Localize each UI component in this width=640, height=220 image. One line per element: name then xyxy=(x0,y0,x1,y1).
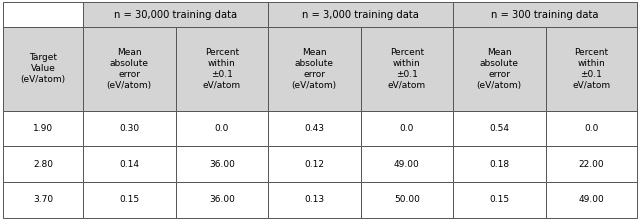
Text: 0.0: 0.0 xyxy=(214,124,229,133)
Bar xyxy=(268,146,360,182)
Bar xyxy=(268,27,360,110)
Text: 0.15: 0.15 xyxy=(119,195,140,204)
Text: Mean
absolute
error
(eV/atom): Mean absolute error (eV/atom) xyxy=(107,48,152,90)
Bar xyxy=(545,110,637,146)
Text: n = 3,000 training data: n = 3,000 training data xyxy=(302,10,419,20)
Bar xyxy=(545,182,637,218)
Bar xyxy=(453,182,545,218)
Bar xyxy=(453,2,637,27)
Text: 22.00: 22.00 xyxy=(579,160,604,169)
Bar xyxy=(175,182,268,218)
Bar xyxy=(83,110,175,146)
Bar xyxy=(3,182,83,218)
Text: Percent
within
±0.1
eV/atom: Percent within ±0.1 eV/atom xyxy=(572,48,611,90)
Bar xyxy=(83,27,175,110)
Text: 1.90: 1.90 xyxy=(33,124,53,133)
Text: 0.14: 0.14 xyxy=(119,160,140,169)
Text: 0.43: 0.43 xyxy=(304,124,324,133)
Text: Target
Value
(eV/atom): Target Value (eV/atom) xyxy=(20,53,66,84)
Text: 0.15: 0.15 xyxy=(489,195,509,204)
Text: Percent
within
±0.1
eV/atom: Percent within ±0.1 eV/atom xyxy=(203,48,241,90)
Text: Percent
within
±0.1
eV/atom: Percent within ±0.1 eV/atom xyxy=(388,48,426,90)
Text: 0.0: 0.0 xyxy=(584,124,598,133)
Text: 0.54: 0.54 xyxy=(490,124,509,133)
Bar xyxy=(360,27,453,110)
Bar xyxy=(3,110,83,146)
Bar xyxy=(545,146,637,182)
Bar xyxy=(3,146,83,182)
Text: 50.00: 50.00 xyxy=(394,195,420,204)
Bar xyxy=(453,110,545,146)
Text: Mean
absolute
error
(eV/atom): Mean absolute error (eV/atom) xyxy=(292,48,337,90)
Bar xyxy=(83,2,268,27)
Text: 49.00: 49.00 xyxy=(579,195,604,204)
Text: n = 30,000 training data: n = 30,000 training data xyxy=(114,10,237,20)
Bar xyxy=(360,182,453,218)
Bar xyxy=(83,182,175,218)
Bar xyxy=(360,110,453,146)
Bar xyxy=(268,110,360,146)
Bar xyxy=(3,2,83,27)
Text: 36.00: 36.00 xyxy=(209,160,235,169)
Bar xyxy=(268,2,453,27)
Text: 36.00: 36.00 xyxy=(209,195,235,204)
Bar xyxy=(545,27,637,110)
Text: 0.18: 0.18 xyxy=(489,160,509,169)
Text: Mean
absolute
error
(eV/atom): Mean absolute error (eV/atom) xyxy=(477,48,522,90)
Bar xyxy=(268,182,360,218)
Bar xyxy=(3,27,83,110)
Text: 3.70: 3.70 xyxy=(33,195,53,204)
Bar xyxy=(453,27,545,110)
Text: 0.0: 0.0 xyxy=(399,124,414,133)
Text: n = 300 training data: n = 300 training data xyxy=(491,10,598,20)
Text: 49.00: 49.00 xyxy=(394,160,420,169)
Bar xyxy=(175,146,268,182)
Bar xyxy=(360,146,453,182)
Bar xyxy=(453,146,545,182)
Text: 2.80: 2.80 xyxy=(33,160,53,169)
Text: 0.12: 0.12 xyxy=(304,160,324,169)
Bar xyxy=(175,27,268,110)
Text: 0.13: 0.13 xyxy=(304,195,324,204)
Bar xyxy=(83,146,175,182)
Text: 0.30: 0.30 xyxy=(119,124,140,133)
Bar xyxy=(175,110,268,146)
